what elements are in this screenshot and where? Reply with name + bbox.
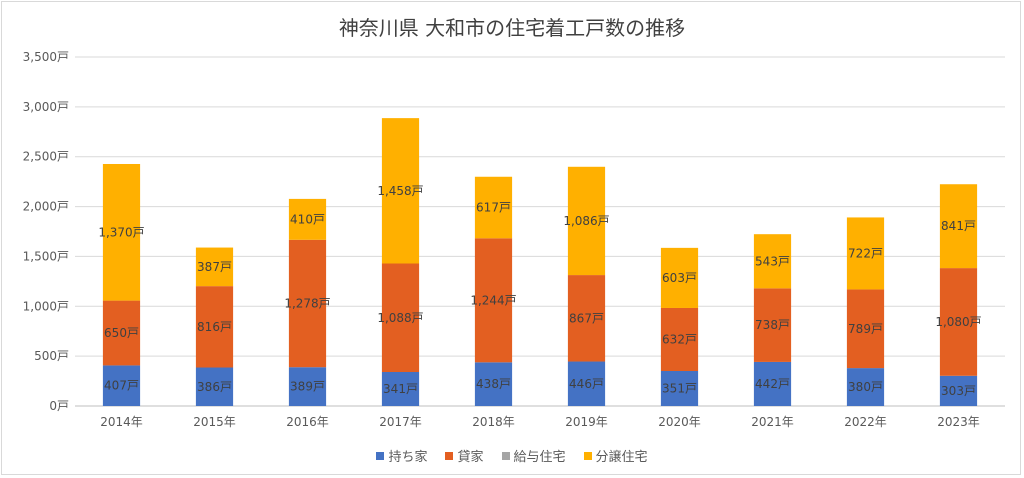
bar-segment — [753, 288, 792, 362]
data-label: 389戸 — [290, 380, 325, 394]
x-tick-label: 2015年 — [193, 415, 236, 429]
x-tick-label: 2021年 — [751, 415, 794, 429]
chart-legend: 持ち家 貸家 給与住宅 分譲住宅 — [0, 446, 1024, 465]
y-tick-label: 2,500戸 — [23, 150, 69, 164]
data-label: 410戸 — [290, 212, 325, 226]
data-label: 351戸 — [662, 382, 697, 396]
data-label: 543戸 — [755, 254, 790, 268]
y-tick-label: 500戸 — [34, 349, 69, 363]
bar-segment — [846, 289, 885, 369]
data-label: 386戸 — [197, 380, 232, 394]
data-label: 341戸 — [383, 382, 418, 396]
x-tick-label: 2023年 — [937, 415, 980, 429]
data-label: 867戸 — [569, 311, 604, 325]
data-label: 303戸 — [941, 384, 976, 398]
bar-segment — [567, 361, 606, 406]
bar-segment — [102, 365, 141, 406]
bar-segment — [474, 176, 513, 239]
bar-segment — [195, 286, 234, 368]
bar-segment — [660, 307, 699, 372]
bar-segment — [567, 166, 606, 276]
data-label: 738戸 — [755, 318, 790, 332]
data-label: 1,278戸 — [284, 296, 330, 310]
bar-segment — [381, 371, 420, 406]
legend-item: 貸家 — [445, 446, 484, 465]
x-tick-label: 2018年 — [472, 415, 515, 429]
bar-segment — [288, 367, 327, 406]
data-label: 1,370戸 — [98, 225, 144, 239]
legend-item: 持ち家 — [376, 446, 427, 465]
legend-label: 給与住宅 — [513, 450, 566, 465]
legend-label: 分譲住宅 — [595, 450, 648, 465]
data-label: 789戸 — [848, 322, 883, 336]
bar-segment — [753, 234, 792, 289]
data-label: 1,086戸 — [563, 214, 609, 228]
x-tick-label: 2017年 — [379, 415, 422, 429]
data-label: 446戸 — [569, 377, 604, 391]
y-tick-label: 3,500戸 — [23, 50, 69, 64]
data-label: 1,080戸 — [935, 315, 981, 329]
y-tick-label: 3,000戸 — [23, 100, 69, 114]
bar-segment — [288, 239, 327, 368]
bar-segment — [567, 275, 606, 362]
legend-swatch — [376, 451, 385, 460]
bar-segment — [660, 371, 699, 406]
legend-item: 給与住宅 — [501, 446, 566, 465]
x-tick-label: 2020年 — [658, 415, 701, 429]
bar-segment — [660, 247, 699, 308]
bar-layer — [102, 118, 978, 406]
data-label: 841戸 — [941, 219, 976, 233]
bar-segment — [195, 367, 234, 406]
y-tick-label: 2,000戸 — [23, 200, 69, 214]
data-label: 1,088戸 — [377, 311, 423, 325]
legend-swatch — [445, 451, 454, 460]
bar-segment — [195, 247, 234, 287]
legend-label: 貸家 — [457, 450, 484, 465]
data-label: 442戸 — [755, 377, 790, 391]
legend-swatch — [501, 451, 510, 460]
bar-segment — [102, 163, 141, 301]
bar-segment — [474, 362, 513, 406]
data-label: 1,458戸 — [377, 184, 423, 198]
data-label: 617戸 — [476, 201, 511, 215]
data-label: 380戸 — [848, 380, 883, 394]
data-label: 387戸 — [197, 260, 232, 274]
bar-segment — [846, 217, 885, 290]
bar-segment — [474, 238, 513, 363]
bar-segment — [939, 268, 978, 376]
bar-segment — [288, 198, 327, 240]
bar-segment — [939, 184, 978, 269]
data-label: 1,244戸 — [470, 293, 516, 307]
bar-segment — [753, 361, 792, 406]
x-tick-label: 2019年 — [565, 415, 608, 429]
data-label: 603戸 — [662, 271, 697, 285]
x-tick-label: 2016年 — [286, 415, 329, 429]
x-tick-label: 2022年 — [844, 415, 887, 429]
data-label: 722戸 — [848, 246, 883, 260]
bar-segment — [381, 118, 420, 264]
label-layer: 407戸 650戸 1,370戸 386戸 816戸 387戸 389戸 1,278戸 410戸… — [98, 184, 981, 398]
data-label: 632戸 — [662, 332, 697, 346]
legend-swatch — [583, 451, 592, 460]
y-tick-label: 1,000戸 — [23, 299, 69, 313]
legend-label: 持ち家 — [388, 450, 428, 465]
data-label: 407戸 — [104, 379, 139, 393]
chart-title: 神奈川県 大和市の住宅着工戸数の推移 — [338, 16, 686, 40]
axis-layer: 0戸 500戸 1,000戸 1,500戸 2,000戸 2,500戸 3,000戸 3,50… — [23, 50, 980, 429]
data-label: 816戸 — [197, 320, 232, 334]
bar-segment — [846, 368, 885, 406]
legend-item: 分譲住宅 — [583, 446, 648, 465]
bar-segment — [381, 263, 420, 372]
bar-segment — [102, 300, 141, 366]
data-label: 438戸 — [476, 377, 511, 391]
y-tick-label: 0戸 — [49, 399, 69, 413]
data-label: 650戸 — [104, 326, 139, 340]
y-tick-label: 1,500戸 — [23, 249, 69, 263]
bar-segment — [939, 375, 978, 406]
x-tick-label: 2014年 — [100, 415, 143, 429]
